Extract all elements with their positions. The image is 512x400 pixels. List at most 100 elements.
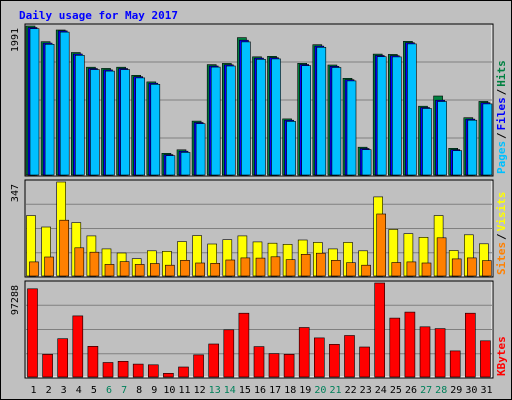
panel-visits-sites: 347 Sites /Visits — [10, 179, 508, 278]
x-tick-label-15: 15 — [239, 385, 251, 396]
bar-kbytes-day-23 — [359, 346, 370, 378]
bar-pages-day-6 — [105, 70, 115, 176]
x-tick-label-19: 19 — [299, 385, 311, 396]
bar-pages-day-26 — [407, 43, 417, 176]
bar-kbytes-day-18 — [283, 353, 295, 378]
bar-pages-day-9 — [150, 84, 161, 176]
x-tick-label-30: 30 — [465, 385, 477, 396]
x-tick-label-6: 6 — [106, 385, 112, 396]
bar-pages-day-27 — [422, 108, 432, 176]
bar-pages-day-30 — [467, 119, 478, 176]
x-tick-label-26: 26 — [405, 385, 417, 396]
bar-sites-day-22 — [346, 262, 356, 277]
bar-pages-day-15 — [241, 41, 251, 176]
legend-sites: Sites — [495, 242, 508, 275]
bar-pages-day-14 — [226, 65, 236, 176]
x-tick-label-22: 22 — [345, 385, 357, 396]
x-tick-label-16: 16 — [254, 385, 266, 396]
bar-sites-day-23 — [361, 264, 371, 277]
bar-pages-day-12 — [195, 123, 206, 176]
bar-kbytes-day-9 — [148, 364, 159, 378]
bar-pages-day-20 — [316, 46, 327, 176]
bars — [27, 282, 491, 378]
bar-kbytes-day-26 — [404, 311, 416, 378]
bar-pages-day-31 — [482, 103, 493, 176]
bar-sites-day-29 — [451, 258, 462, 277]
y-max-label: 347 — [10, 184, 21, 202]
bar-sites-day-11 — [180, 259, 190, 277]
bar-sites-day-8 — [134, 264, 145, 277]
bar-pages-day-10 — [165, 155, 176, 176]
legend-kbytes: KBytes — [495, 336, 508, 376]
bar-kbytes-day-19 — [298, 327, 310, 378]
bar-sites-day-9 — [150, 263, 160, 277]
bar-kbytes-day-17 — [268, 353, 280, 378]
legend: Sites /Visits — [495, 192, 508, 275]
bar-pages-day-28 — [437, 101, 447, 176]
bar-pages-day-22 — [346, 80, 357, 176]
x-tick-label-4: 4 — [76, 385, 82, 396]
x-tick-label-12: 12 — [194, 385, 206, 396]
bar-kbytes-day-6 — [102, 362, 114, 378]
bar-kbytes-day-3 — [57, 338, 69, 378]
bar-kbytes-day-11 — [178, 366, 189, 378]
bar-sites-day-26 — [406, 261, 417, 277]
bar-pages-day-13 — [210, 66, 221, 176]
y-max-label: 97288 — [10, 285, 21, 315]
bar-sites-day-19 — [300, 254, 311, 277]
x-tick-label-20: 20 — [314, 385, 326, 396]
bar-sites-day-7 — [119, 261, 130, 277]
legend-files: Files — [495, 97, 508, 130]
bar-kbytes-day-29 — [449, 350, 461, 378]
bar-sites-day-25 — [391, 262, 402, 277]
bar-sites-day-30 — [466, 257, 477, 277]
x-tick-label-29: 29 — [450, 385, 462, 396]
bar-kbytes-day-4 — [72, 315, 84, 378]
bar-kbytes-day-7 — [117, 360, 129, 378]
bar-pages-day-4 — [75, 54, 85, 176]
bar-sites-day-15 — [240, 257, 251, 277]
bar-kbytes-day-24 — [374, 282, 386, 378]
x-tick-label-8: 8 — [136, 385, 142, 396]
x-tick-label-18: 18 — [284, 385, 296, 396]
bar-kbytes-day-22 — [344, 335, 355, 378]
bar-kbytes-day-2 — [42, 353, 53, 378]
bar-kbytes-day-30 — [464, 312, 476, 378]
x-axis-labels: 1 2 3 4 5 6 7 8 9 10 11 12 13 14 15 16 17 18 19 20 21 22 23 24 2… — [30, 385, 492, 396]
bars — [25, 25, 493, 176]
bar-pages-day-8 — [135, 77, 145, 176]
x-tick-label-23: 23 — [360, 385, 372, 396]
bar-sites-day-18 — [285, 259, 296, 277]
bar-kbytes-day-5 — [87, 345, 99, 378]
bar-pages-day-1 — [29, 28, 40, 176]
bar-pages-day-17 — [271, 58, 281, 176]
x-tick-label-10: 10 — [163, 385, 175, 396]
x-tick-label-9: 9 — [151, 385, 157, 396]
bar-sites-day-12 — [195, 262, 205, 277]
bar-kbytes-day-28 — [434, 328, 446, 378]
bar-sites-day-21 — [331, 259, 341, 277]
x-tick-label-2: 2 — [46, 385, 52, 396]
bar-sites-day-2 — [44, 256, 54, 277]
bar-sites-day-24 — [376, 213, 387, 277]
x-tick-label-13: 13 — [209, 385, 221, 396]
bar-kbytes-day-21 — [329, 343, 340, 378]
bar-sites-day-17 — [270, 256, 281, 277]
x-tick-label-27: 27 — [420, 385, 432, 396]
x-tick-label-25: 25 — [390, 385, 402, 396]
bar-kbytes-day-20 — [313, 337, 325, 378]
bar-sites-day-27 — [421, 262, 432, 277]
x-tick-label-31: 31 — [480, 385, 492, 396]
bar-pages-day-7 — [120, 69, 130, 176]
bar-sites-day-16 — [255, 257, 266, 277]
bar-kbytes-day-15 — [238, 312, 250, 378]
legend-separator: / — [495, 233, 508, 240]
bar-pages-day-19 — [301, 65, 312, 176]
bar-pages-day-21 — [331, 67, 342, 176]
legend-hits: Hits — [495, 60, 508, 87]
bar-kbytes-day-31 — [480, 340, 491, 378]
bar-kbytes-day-14 — [223, 329, 235, 378]
legend: KBytes — [495, 336, 508, 376]
